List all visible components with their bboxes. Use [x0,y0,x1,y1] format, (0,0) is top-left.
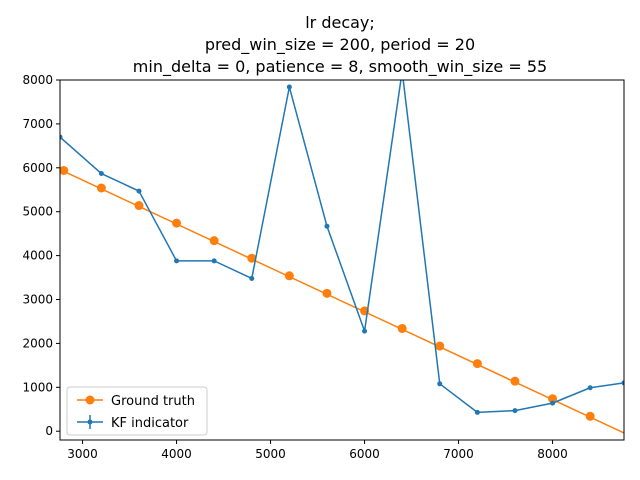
kf-indicator-point [174,258,180,264]
kf-indicator-point [324,223,330,229]
ground-truth-point [510,376,520,386]
legend-ground-truth-marker [85,395,95,405]
title-line-3: min_delta = 0, patience = 8, smooth_win_… [133,57,547,77]
ground-truth-point [60,165,69,175]
y-tick-label: 6000 [22,161,53,175]
ground-truth-point [585,411,595,421]
series-kf-indicator [60,80,624,415]
ground-truth-point [247,253,257,263]
y-tick-label: 1000 [22,380,53,394]
kf-indicator-point [587,385,593,391]
legend-entry-kf-indicator: KF indicator [77,415,189,431]
x-tick-label: 8000 [537,447,568,461]
kf-indicator-point [60,134,63,140]
ground-truth-point [322,288,332,298]
x-axis-ticks: 3000 4000 5000 6000 7000 8000 [67,440,568,461]
kf-indicator-point [437,381,443,387]
y-tick-label: 4000 [22,249,53,263]
legend-box [66,386,208,436]
y-tick-label: 2000 [22,336,53,350]
kf-indicator-point [211,258,217,264]
kf-indicator-point [621,380,624,386]
y-tick-label: 7000 [22,117,53,131]
legend-kf-indicator-marker [87,419,93,425]
x-tick-label: 5000 [255,447,286,461]
legend-entry-ground-truth: Ground truth [77,394,195,409]
y-tick-label: 5000 [22,205,53,219]
kf-indicator-point [362,328,368,334]
title-line-2: pred_win_size = 200, period = 20 [205,35,475,55]
title-line-1: lr decay; [305,13,375,32]
y-tick-label: 8000 [22,73,53,87]
series-layer [60,80,624,434]
kf-indicator-point [98,171,104,177]
ground-truth-point [172,218,182,228]
kf-indicator-point [286,84,292,90]
ground-truth-line [60,168,624,434]
ground-truth-point [397,323,407,333]
ground-truth-point [435,341,445,351]
legend: Ground truth KF indicator [66,386,208,436]
ground-truth-point [548,394,558,404]
x-tick-label: 3000 [67,447,98,461]
y-axis-ticks: 0 1000 2000 3000 4000 5000 6000 7000 8000 [22,73,60,438]
ground-truth-point [284,271,294,281]
x-tick-label: 7000 [443,447,474,461]
kf-indicator-point [136,188,142,194]
plot-frame [59,79,625,441]
legend-kf-indicator-label: KF indicator [111,416,189,431]
x-tick-label: 4000 [161,447,192,461]
ground-truth-point [209,236,219,246]
legend-ground-truth-label: Ground truth [111,394,195,409]
kf-indicator-point [249,275,255,281]
ground-truth-point [472,359,482,369]
chart-title: lr decay; pred_win_size = 200, period = … [133,13,547,77]
series-ground-truth [60,165,624,434]
y-tick-label: 3000 [22,293,53,307]
kf-indicator-point [474,409,480,415]
ground-truth-point [96,183,106,193]
x-tick-label: 6000 [349,447,380,461]
ground-truth-point [134,201,144,211]
kf-indicator-point [512,408,518,414]
kf-indicator-point [550,400,556,406]
y-tick-label: 0 [45,424,53,438]
kf-indicator-line [60,80,624,414]
